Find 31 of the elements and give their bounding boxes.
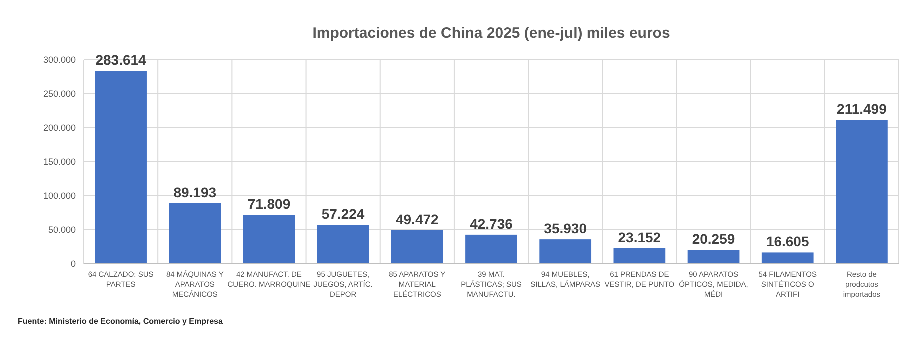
bar bbox=[540, 240, 592, 264]
bar bbox=[466, 234, 518, 264]
y-tick-label: 250.000 bbox=[43, 88, 76, 99]
y-tick-label: 0 bbox=[70, 258, 76, 269]
y-tick-label: 100.000 bbox=[43, 190, 76, 201]
bar bbox=[688, 250, 740, 264]
y-tick-label: 150.000 bbox=[43, 156, 76, 167]
data-label: 57.224 bbox=[322, 206, 365, 222]
data-label: 35.930 bbox=[544, 220, 588, 237]
data-label: 20.259 bbox=[692, 231, 736, 248]
data-label: 49.472 bbox=[396, 211, 440, 228]
data-label: 71.809 bbox=[248, 196, 291, 212]
y-tick-label: 50.000 bbox=[48, 224, 76, 235]
data-label: 211.499 bbox=[837, 101, 888, 118]
bar bbox=[243, 215, 296, 264]
bar bbox=[614, 248, 666, 264]
bar bbox=[317, 225, 370, 264]
bar bbox=[95, 71, 147, 264]
bar bbox=[762, 252, 814, 264]
y-tick-label: 300.000 bbox=[43, 54, 76, 65]
bar bbox=[836, 120, 888, 264]
chart-title: Importaciones de China 2025 (ene-jul) miles euros bbox=[312, 25, 670, 42]
y-tick-label: 200.000 bbox=[43, 122, 76, 133]
data-label: 16.605 bbox=[766, 234, 810, 250]
source-note: Fuente: Ministerio de Economía, Comercio y Empresa bbox=[18, 317, 224, 326]
data-label: 89.193 bbox=[174, 184, 217, 200]
data-label: 283.614 bbox=[96, 52, 147, 68]
bar bbox=[391, 230, 444, 264]
bar bbox=[169, 203, 222, 264]
data-label: 42.736 bbox=[470, 216, 514, 232]
data-label: 23.152 bbox=[618, 229, 662, 246]
